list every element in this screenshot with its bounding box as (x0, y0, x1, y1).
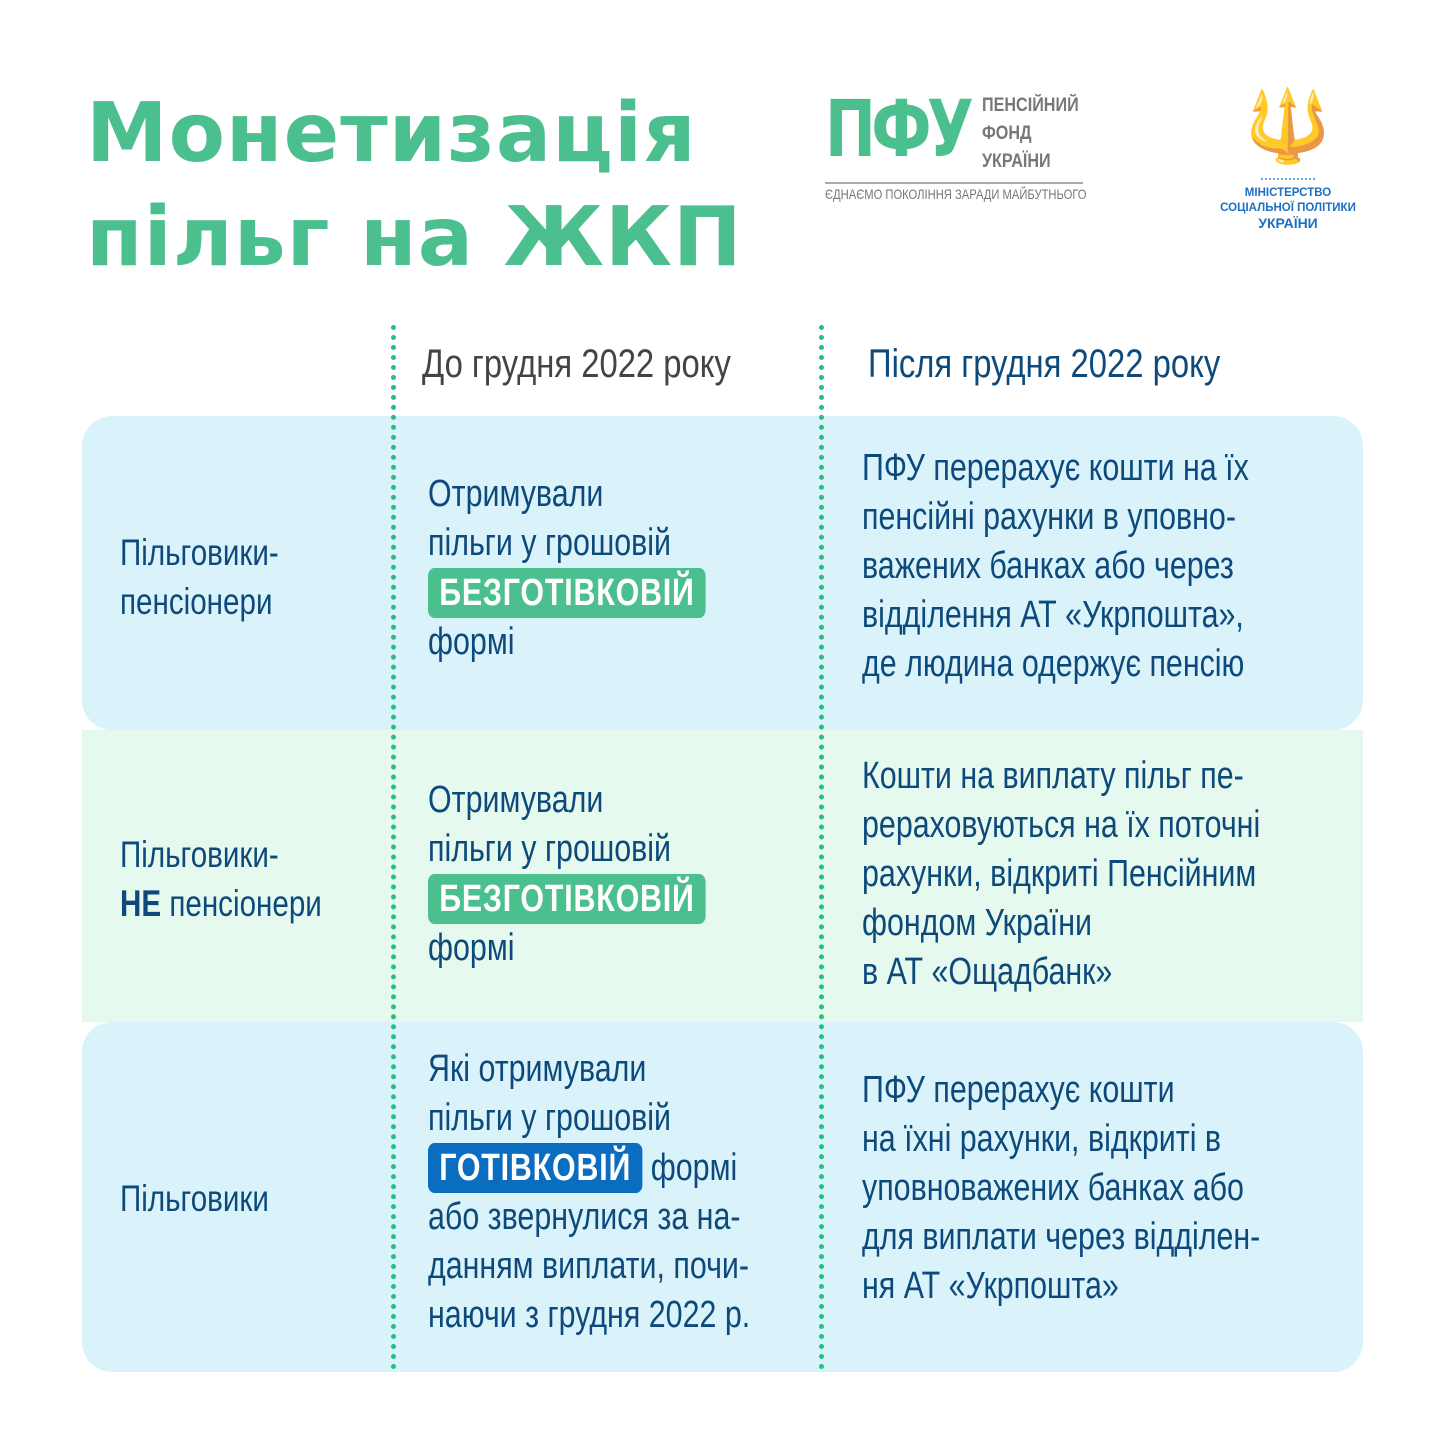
text-line: Отримували (428, 779, 604, 821)
row-background (82, 1022, 1363, 1372)
text-line: наючи з грудня 2022 р. (428, 1294, 751, 1336)
text-line: Які отримували (428, 1048, 647, 1090)
cashless-badge: БЕЗГОТІВКОВІЙ (428, 568, 706, 618)
text-line: пільги у грошовій (428, 522, 672, 564)
text-line: формі (650, 1147, 738, 1189)
label-line: Пільговики- (120, 834, 279, 875)
text-line: важених банках або через (862, 545, 1234, 587)
title-line: Монетизація (86, 86, 697, 181)
cashless-badge: БЕЗГОТІВКОВІЙ (428, 874, 706, 924)
pfu-mark: ПФУ (825, 85, 974, 175)
text-line: в АТ «Ощадбанк» (862, 951, 1113, 993)
ministry-line: УКРАЇНИ (1258, 215, 1318, 231)
divider (1261, 178, 1315, 180)
text-line: на їхні рахунки, відкриті в (862, 1118, 1222, 1160)
pfu-name: ПЕНСІЙНИЙ ФОНД УКРАЇНИ (982, 92, 1079, 176)
text-line: Отримували (428, 473, 604, 515)
label-line: Пільговики- (120, 532, 279, 573)
text-line: пільги у грошовій (428, 828, 672, 870)
text-line: фондом України (862, 902, 1092, 944)
text-line: рераховуються на їх поточні (862, 804, 1261, 846)
label-line: пенсіонери (120, 581, 273, 622)
ministry-line: СОЦІАЛЬНОЇ ПОЛІТИКИ (1220, 202, 1356, 214)
before-cell: Отримували пільги у грошовій БЕЗГОТІВКОВ… (428, 776, 706, 973)
row-background (82, 416, 1363, 730)
text-line: пільги у грошовій (428, 1097, 672, 1139)
trident-icon: 🔱 (1244, 87, 1332, 165)
text-line: формі (428, 927, 515, 969)
label-emphasis: НЕ (120, 883, 162, 924)
column-divider (819, 325, 824, 1370)
pfu-name-line: ПЕНСІЙНИЙ (982, 95, 1079, 116)
pfu-logo: ПФУ ПЕНСІЙНИЙ ФОНД УКРАЇНИ ЄДНАЄМО ПОКОЛІН… (825, 85, 1086, 202)
before-cell: Отримували пільги у грошовій БЕЗГОТІВКОВ… (428, 470, 706, 667)
row-label: Пільговики (120, 1174, 269, 1223)
text-line: відділення АТ «Укрпошта», (862, 594, 1244, 636)
after-cell: ПФУ перерахує кошти на їх пенсійні рахунк… (862, 444, 1249, 689)
text-line: данням виплати, почи- (428, 1245, 750, 1287)
pfu-name-line: ФОНД (982, 123, 1032, 144)
label-line: Пільговики (120, 1178, 269, 1219)
text-line: Кошти на виплату пільг пе- (862, 755, 1244, 797)
header-before: До грудня 2022 року (422, 342, 731, 386)
divider (825, 182, 1083, 184)
row-background (82, 730, 1363, 1022)
text-line: де людина одержує пенсію (862, 643, 1245, 685)
title-line: пільг на ЖКП (86, 190, 743, 285)
pfu-slogan: ЄДНАЄМО ПОКОЛІННЯ ЗАРАДИ МАЙБУТНЬОГО (825, 186, 1087, 202)
text-line: або звернулися за на- (428, 1196, 741, 1238)
before-cell: Які отримували пільги у грошовій ГОТІВКО… (428, 1045, 750, 1340)
after-cell: Кошти на виплату пільг пе-рераховуються … (862, 752, 1260, 997)
text-line: пенсійні рахунки в уповно- (862, 496, 1236, 538)
ministry-logo: 🔱 МІНІСТЕРСТВО СОЦІАЛЬНОЇ ПОЛІТИКИ УКРАЇНИ (1208, 86, 1368, 231)
header-after: Після грудня 2022 року (868, 342, 1221, 386)
cash-badge: ГОТІВКОВІЙ (428, 1143, 643, 1193)
page-title: Монетизація пільг на ЖКП (86, 82, 743, 290)
row-label: Пільговики-пенсіонери (120, 528, 279, 626)
text-line: формі (428, 621, 515, 663)
ministry-name: МІНІСТЕРСТВО СОЦІАЛЬНОЇ ПОЛІТИКИ УКРАЇНИ (1208, 186, 1368, 231)
text-line: рахунки, відкриті Пенсійним (862, 853, 1257, 895)
text-line: ня АТ «Укрпошта» (862, 1265, 1119, 1307)
after-cell: ПФУ перерахує кошти на їхні рахунки, відк… (862, 1066, 1260, 1311)
ministry-line: МІНІСТЕРСТВО (1244, 187, 1332, 199)
row-label: Пільговики- НЕ пенсіонери (120, 830, 322, 928)
text-line: ПФУ перерахує кошти на їх (862, 447, 1249, 489)
text-line: уповноважених банках або (862, 1167, 1244, 1209)
text-line: для виплати через відділен- (862, 1216, 1261, 1258)
label-line: пенсіонери (169, 883, 322, 924)
text-line: ПФУ перерахує кошти (862, 1069, 1175, 1111)
pfu-name-line: УКРАЇНИ (982, 151, 1051, 172)
column-divider (391, 325, 396, 1370)
